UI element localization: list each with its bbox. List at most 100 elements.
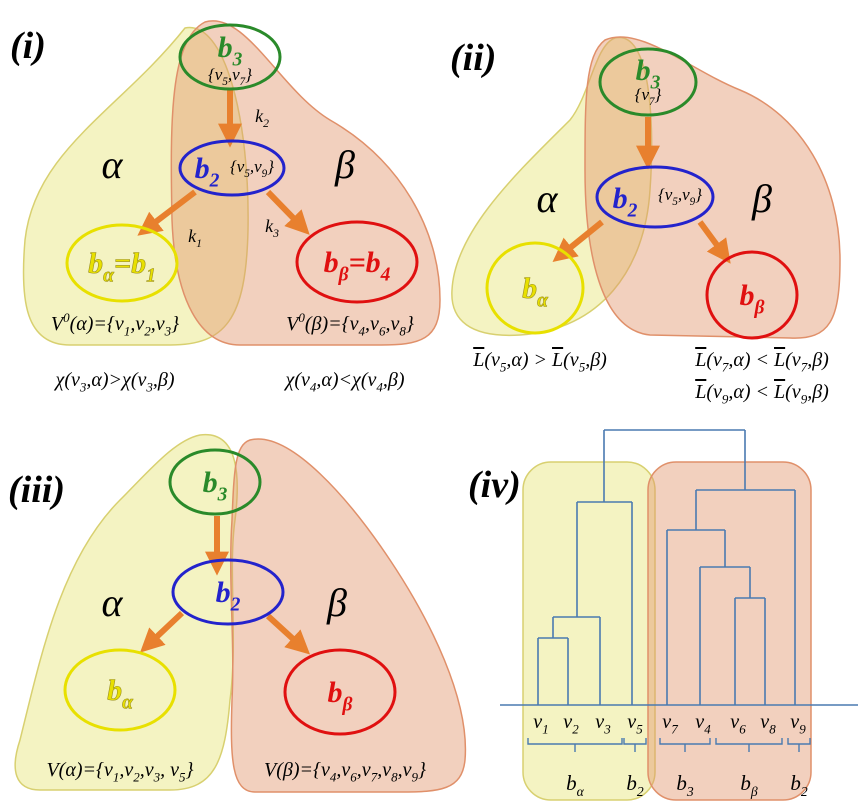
text-part: ,α)>χ(v xyxy=(86,369,146,391)
node xyxy=(178,23,282,91)
node xyxy=(595,165,715,229)
node xyxy=(65,223,179,303)
node xyxy=(168,448,262,516)
text-part: β xyxy=(750,784,758,799)
text-part: 6 xyxy=(379,324,386,339)
text-part: α xyxy=(103,265,115,286)
text-part: 5 xyxy=(179,770,186,785)
leaf-label: v4 xyxy=(695,711,711,737)
text-part: V(β)={v xyxy=(264,759,330,781)
text-part: ,v xyxy=(250,157,262,176)
text-part: α xyxy=(122,692,134,713)
node-set: {v5,v7} xyxy=(208,65,252,88)
arrow xyxy=(137,189,197,236)
text-part: 9 xyxy=(411,770,418,785)
text-part: L xyxy=(773,349,785,371)
text-part: b xyxy=(107,674,122,707)
node xyxy=(178,139,286,197)
alpha-label: α xyxy=(102,580,124,625)
node-label: bα xyxy=(522,272,549,311)
text-part: ,v xyxy=(398,759,412,781)
text-part: (v xyxy=(785,381,801,403)
text-part: 3 xyxy=(272,227,279,240)
text-part: v xyxy=(533,711,542,733)
text-part: L xyxy=(694,349,706,371)
node xyxy=(171,558,285,626)
text-part: } xyxy=(186,759,194,781)
text-part: 9 xyxy=(690,196,696,208)
text-part: (v xyxy=(484,349,500,371)
text-part: 8 xyxy=(399,324,406,339)
text-part: V(α)={v xyxy=(46,759,113,781)
text-part: {v xyxy=(230,157,245,176)
text-part: } xyxy=(418,759,426,781)
node xyxy=(295,220,419,304)
text-part: k xyxy=(265,216,274,236)
panel-label: (iii) xyxy=(8,469,65,511)
node xyxy=(598,47,698,117)
text-part: , v xyxy=(160,759,179,781)
beta-region xyxy=(647,461,812,801)
beta-label: β xyxy=(334,142,355,187)
text-part: b xyxy=(203,466,218,499)
text-part: 0 xyxy=(298,310,305,325)
note: V(β)={v4,v6,v7,v8,v9} xyxy=(264,759,426,785)
text-part: 7 xyxy=(649,96,655,108)
node-set: {v7} xyxy=(635,85,662,108)
node xyxy=(283,648,397,736)
text-part: {v xyxy=(658,185,673,204)
text-part: ,v xyxy=(377,759,391,781)
text-part: 1 xyxy=(124,324,131,339)
text-part: b xyxy=(676,771,687,795)
note: L(v7,α) < L(v7,β) xyxy=(694,349,829,375)
text-part: 5 xyxy=(222,76,228,88)
group-label: b3 xyxy=(676,771,694,799)
text-part: 7 xyxy=(240,76,246,88)
leaf-label: v6 xyxy=(730,711,746,737)
node-label: bα=b1 xyxy=(88,247,156,286)
text-part: L xyxy=(694,381,706,403)
alpha-region xyxy=(14,434,239,791)
text-part: 3 xyxy=(603,722,611,737)
node-label: bβ xyxy=(740,279,765,318)
text-part: 6 xyxy=(739,722,746,737)
text-part: χ(v xyxy=(284,369,310,391)
text-part: 7 xyxy=(671,722,678,737)
group-label: bα xyxy=(566,771,585,799)
text-part: 3 xyxy=(145,380,153,395)
node-label: bβ=b4 xyxy=(324,246,391,285)
group-label: b2 xyxy=(626,771,644,799)
text-part: 5 xyxy=(579,360,586,375)
text-part: v xyxy=(760,711,769,733)
text-part: 2 xyxy=(263,117,269,130)
text-part: ,v xyxy=(140,759,154,781)
text-part: 5 xyxy=(672,196,678,208)
text-part: b xyxy=(195,152,210,185)
text-part: 2 xyxy=(572,722,579,737)
text-part: β xyxy=(342,694,353,715)
brace xyxy=(623,738,647,752)
text-part: α xyxy=(537,290,549,311)
text-part: 4 xyxy=(310,380,317,395)
node-label: b3 xyxy=(203,466,228,505)
text-part: v xyxy=(790,711,799,733)
text-part: ,v xyxy=(119,759,133,781)
text-part: 1 xyxy=(196,237,202,250)
leaf-label: v2 xyxy=(563,711,579,737)
text-part: 3 xyxy=(650,72,661,93)
text-part: 9 xyxy=(801,392,808,407)
text-part: b xyxy=(740,771,751,795)
note: V0(α)={v1,v2,v3} xyxy=(51,310,179,339)
text-part: b xyxy=(324,246,339,279)
text-part: 3 xyxy=(686,784,694,799)
text-part: (v xyxy=(706,349,722,371)
text-part: {v xyxy=(635,85,650,104)
text-part: } xyxy=(695,185,702,204)
text-part: 9 xyxy=(799,722,806,737)
text-part: b xyxy=(636,54,651,87)
text-part: ,v xyxy=(678,185,690,204)
text-part: 2 xyxy=(144,324,151,339)
text-part: 7 xyxy=(722,360,729,375)
text-part: k xyxy=(188,226,197,246)
text-part: 4 xyxy=(330,770,337,785)
